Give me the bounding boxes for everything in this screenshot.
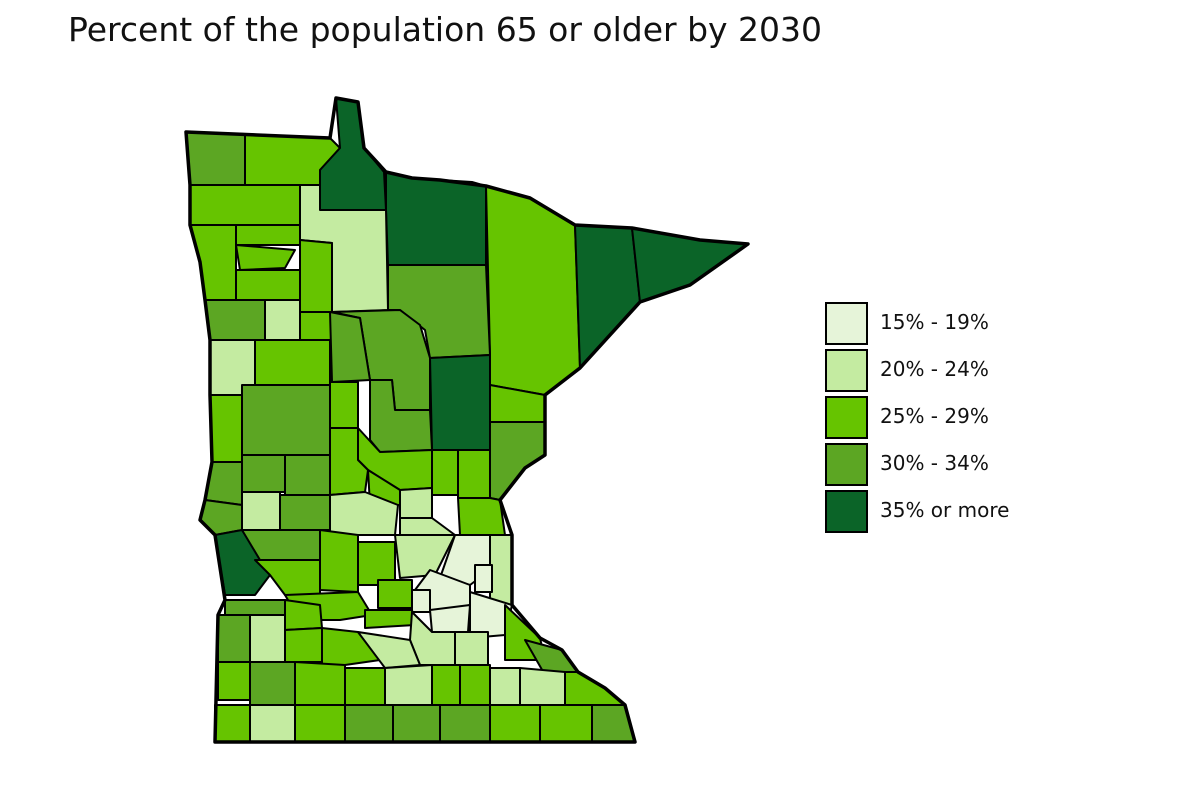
county-murray xyxy=(249,614,286,663)
legend-label: 35% or more xyxy=(880,498,1010,522)
county-faribault-row-1 xyxy=(214,704,251,743)
county-douglas xyxy=(284,454,331,496)
legend-label: 25% - 29% xyxy=(880,404,989,428)
county-koochiching xyxy=(385,171,487,266)
county-mower xyxy=(439,704,491,743)
county-dodge xyxy=(489,667,521,706)
county-faribault xyxy=(344,704,394,743)
county-hubbard xyxy=(299,311,333,341)
county-otter-tail xyxy=(241,384,331,456)
county-red-lake xyxy=(235,244,296,271)
legend-swatch xyxy=(825,490,868,533)
county-chisago xyxy=(457,497,506,536)
county-carver xyxy=(411,589,431,613)
county-sibley xyxy=(364,609,416,629)
county-jackson xyxy=(294,661,346,706)
county-grant xyxy=(241,454,286,493)
county-polk-south xyxy=(235,269,301,301)
county-pope xyxy=(279,494,331,531)
state-outline xyxy=(184,96,750,744)
county-nobles xyxy=(249,661,296,706)
legend-label: 30% - 34% xyxy=(880,451,989,475)
legend-swatch xyxy=(825,349,868,392)
county-kandiyohi xyxy=(319,529,359,593)
county-stevens xyxy=(241,491,281,531)
county-brown xyxy=(321,627,381,666)
county-lyon xyxy=(284,599,323,631)
county-becker xyxy=(254,339,331,386)
county-lake xyxy=(485,185,581,396)
county-pipestone xyxy=(217,614,251,663)
legend-label: 20% - 24% xyxy=(880,357,989,381)
county-isanti xyxy=(399,487,433,519)
legend-swatch xyxy=(825,302,868,345)
county-steele xyxy=(459,664,491,706)
county-blue-earth xyxy=(384,664,433,706)
county-wilkin xyxy=(209,394,243,463)
county-faribault-row-2 xyxy=(249,704,296,743)
county-winona xyxy=(564,671,626,706)
legend-swatch xyxy=(825,443,868,486)
county-polk xyxy=(189,224,237,301)
county-watonwan xyxy=(344,667,386,706)
county-freeborn xyxy=(392,704,441,743)
county-meeker xyxy=(357,541,396,586)
county-mille-lacs xyxy=(431,449,459,496)
county-olmsted xyxy=(519,667,566,706)
county-kanabec xyxy=(457,449,491,499)
county-washington xyxy=(489,534,513,606)
map-title: Percent of the population 65 or older by… xyxy=(68,10,823,49)
county-rice xyxy=(454,631,489,666)
legend-swatch xyxy=(825,396,868,439)
legend-label: 15% - 19% xyxy=(880,310,989,334)
county-rock xyxy=(217,661,251,701)
county-sherburne xyxy=(329,491,399,536)
county-fillmore xyxy=(539,704,593,743)
county-fillmore-west xyxy=(489,704,541,743)
county-todd xyxy=(329,381,359,429)
county-kittson xyxy=(185,131,246,186)
county-mahnomen xyxy=(264,299,301,341)
county-clearwater xyxy=(299,239,333,313)
county-ramsey xyxy=(474,564,493,593)
county-pennington xyxy=(235,224,301,246)
county-redwood xyxy=(284,627,323,663)
county-waseca xyxy=(431,664,461,706)
county-marshall xyxy=(189,184,301,226)
county-scott xyxy=(429,604,471,633)
county-cook xyxy=(574,224,641,369)
county-mcleod xyxy=(377,579,413,609)
county-norman xyxy=(204,299,266,341)
county-aitkin xyxy=(429,354,491,451)
county-big-stone xyxy=(199,499,243,536)
county-martin xyxy=(294,704,346,743)
